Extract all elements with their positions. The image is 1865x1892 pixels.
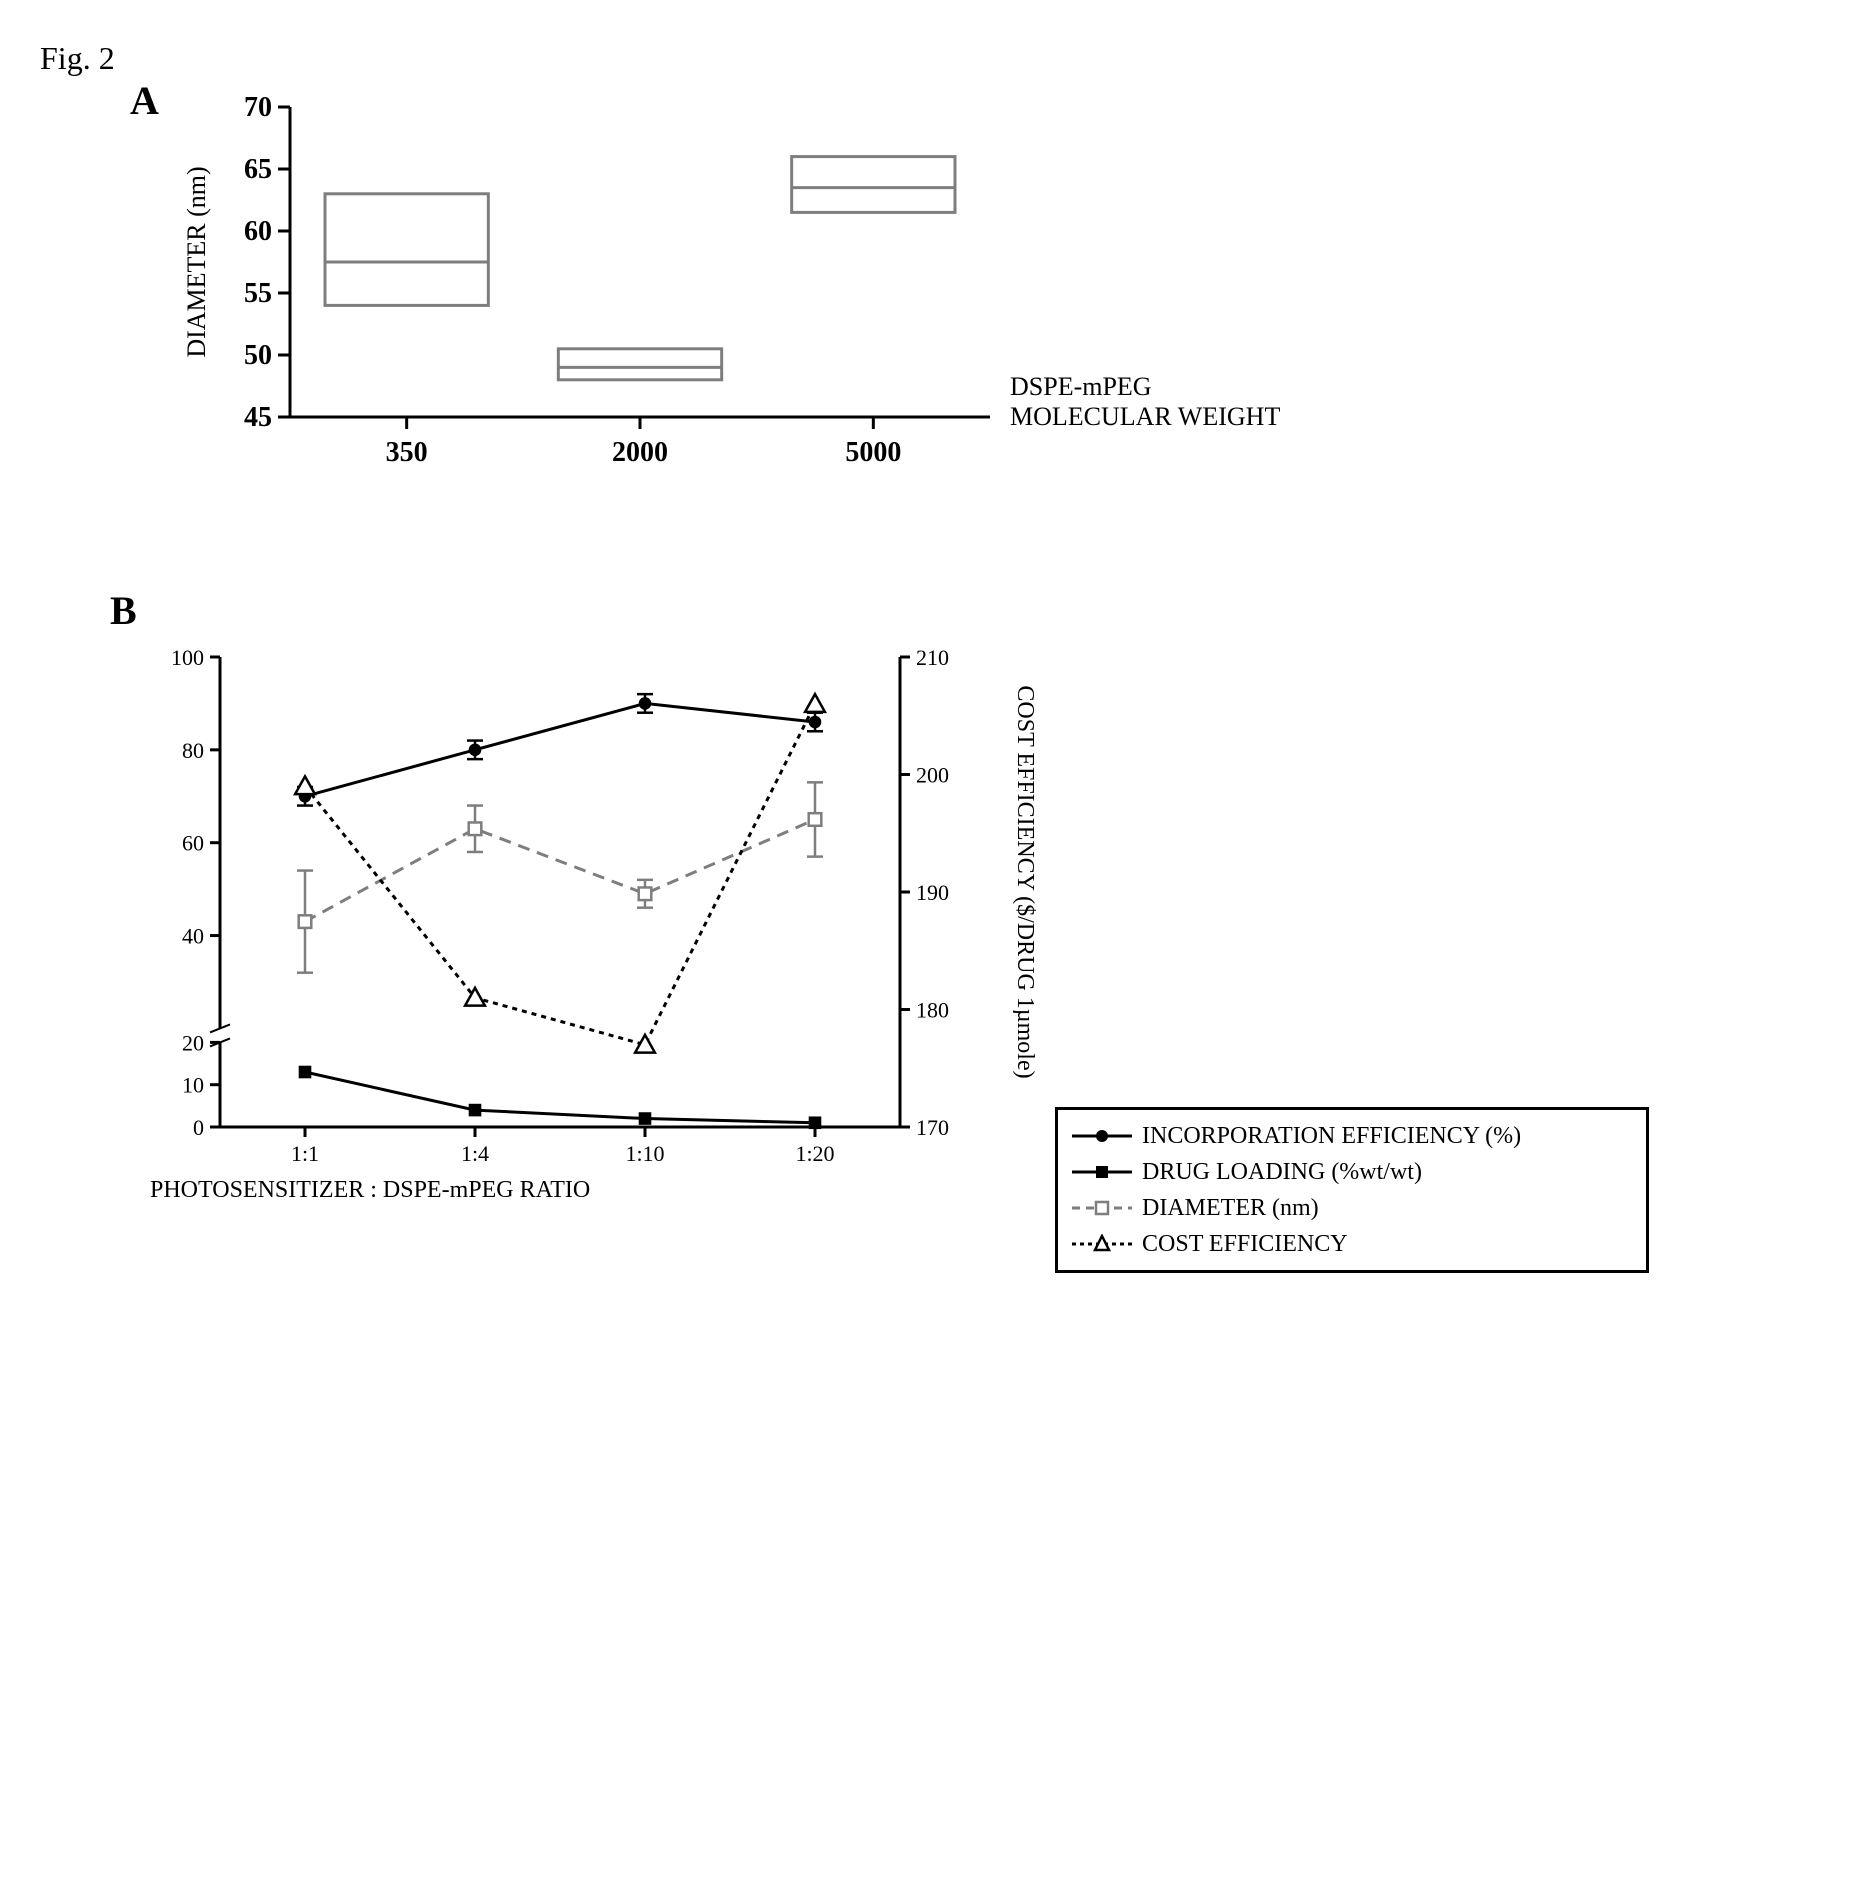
svg-text:40: 40	[182, 924, 204, 949]
svg-text:350: 350	[386, 437, 428, 468]
legend-sym-circle	[1072, 1126, 1132, 1146]
panel-a-x-annot-1: DSPE-mPEG	[1010, 372, 1410, 402]
svg-text:200: 200	[916, 763, 949, 788]
svg-text:1:20: 1:20	[795, 1141, 834, 1166]
figure-label: Fig. 2	[40, 40, 1825, 77]
panel-a-x-annot-2: MOLECULAR WEIGHT	[1010, 402, 1410, 432]
svg-text:1:1: 1:1	[291, 1141, 319, 1166]
panel-b-chart: 0 10 20 40 60 80 100 170 180 190 200 210 1:1 1:4 1:10 1…	[40, 567, 1140, 1227]
svg-text:70: 70	[244, 92, 272, 123]
svg-text:60: 60	[182, 831, 204, 856]
svg-text:10: 10	[182, 1073, 204, 1098]
svg-text:2000: 2000	[612, 437, 668, 468]
svg-text:190: 190	[916, 880, 949, 905]
svg-text:55: 55	[244, 278, 272, 309]
svg-text:1:10: 1:10	[625, 1141, 664, 1166]
svg-text:210: 210	[916, 645, 949, 670]
svg-text:DIAMETER (nm): DIAMETER (nm)	[182, 166, 211, 357]
panel-a-label: A	[130, 77, 159, 124]
legend-sym-square-open	[1072, 1198, 1132, 1218]
svg-text:50: 50	[244, 340, 272, 371]
svg-text:45: 45	[244, 402, 272, 433]
legend-label-1: DRUG LOADING (%wt/wt)	[1142, 1154, 1422, 1190]
panel-b-right-ylabel: COST EFFICIENCY ($/DRUG 1µmole)	[1012, 685, 1038, 1078]
svg-text:180: 180	[916, 998, 949, 1023]
panel-b: B 0 10 20 40 60 80 100 170 180 190 200 210 1:1 1:4 1:1…	[40, 567, 1825, 1227]
svg-text:80: 80	[182, 738, 204, 763]
legend-row-cost: COST EFFICIENCY	[1072, 1226, 1632, 1262]
svg-text:65: 65	[244, 154, 272, 185]
svg-text:0: 0	[193, 1115, 204, 1140]
panel-b-legend: INCORPORATION EFFICIENCY (%) DRUG LOADIN…	[1055, 1107, 1649, 1273]
legend-label-0: INCORPORATION EFFICIENCY (%)	[1142, 1118, 1521, 1154]
legend-label-2: DIAMETER (nm)	[1142, 1190, 1319, 1226]
svg-text:170: 170	[916, 1115, 949, 1140]
svg-text:20: 20	[182, 1030, 204, 1055]
panel-a-chart: 45 50 55 60 65 70 DIAMETER (nm) 350 2000 5000	[40, 87, 1140, 507]
svg-text:1:4: 1:4	[461, 1141, 489, 1166]
panel-b-right-ylabel-svg: COST EFFICIENCY ($/DRUG 1µmole)	[1000, 602, 1050, 1162]
legend-sym-square-filled	[1072, 1162, 1132, 1182]
svg-text:60: 60	[244, 216, 272, 247]
panel-b-xlabel: PHOTOSENSITIZER : DSPE-mPEG RATIO	[150, 1177, 590, 1204]
legend-sym-triangle-open	[1072, 1234, 1132, 1254]
legend-row-incorporation: INCORPORATION EFFICIENCY (%)	[1072, 1118, 1632, 1154]
legend-row-diameter: DIAMETER (nm)	[1072, 1190, 1632, 1226]
panel-a: A 455055606570DIAMETER (nm)35020005000 D…	[40, 87, 1825, 507]
svg-text:5000: 5000	[845, 437, 901, 468]
legend-row-drugloading: DRUG LOADING (%wt/wt)	[1072, 1154, 1632, 1190]
svg-text:100: 100	[171, 645, 204, 670]
panel-b-label: B	[110, 587, 137, 634]
legend-label-3: COST EFFICIENCY	[1142, 1226, 1348, 1262]
